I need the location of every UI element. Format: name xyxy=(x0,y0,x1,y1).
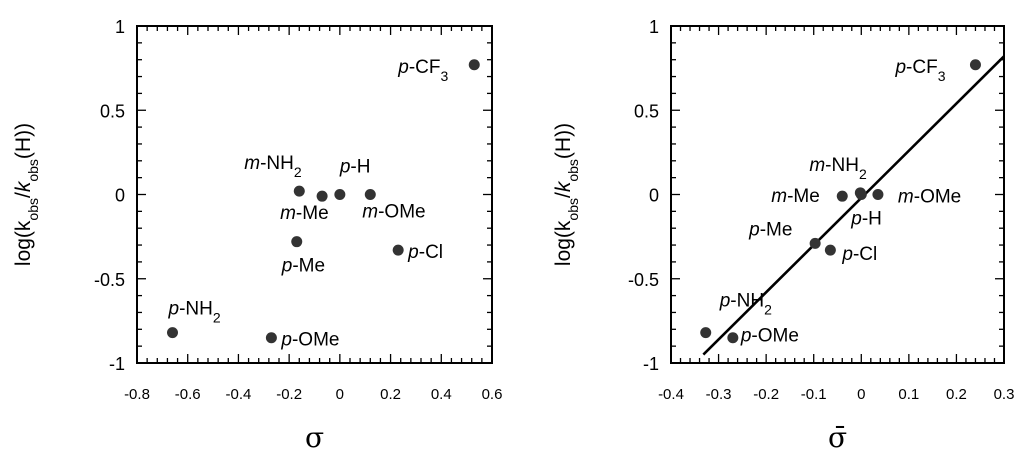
x-axis-title: σ xyxy=(305,421,324,453)
y-tick-label: 1 xyxy=(115,17,125,37)
x-tick-label: -0.2 xyxy=(753,386,779,403)
point-label: p-OMe xyxy=(280,330,339,351)
data-point xyxy=(700,327,712,339)
y-axis-title: log(kobs/kobs(H)) xyxy=(552,123,581,266)
x-tick-label: -0.2 xyxy=(276,386,302,403)
data-point xyxy=(291,236,303,248)
data-point xyxy=(872,189,884,200)
data-point xyxy=(855,189,867,200)
data-point xyxy=(364,189,376,200)
data-point xyxy=(727,332,739,344)
point-label: p-H xyxy=(850,209,882,230)
y-tick-label: -1 xyxy=(643,354,659,374)
x-tick-label: -0.1 xyxy=(801,386,827,403)
chart-panel-1: -0.8 -0.6 -0.4 -0.2 0 0.2 0.4 0.6 -1 -0.5 0 0.5 1 σ lo… xyxy=(12,17,502,453)
y-tick-label: -0.5 xyxy=(628,270,659,290)
point-label: p-Me xyxy=(281,256,325,277)
point-label: p-NH2 xyxy=(168,299,221,326)
x-tick-label: 0 xyxy=(336,386,344,403)
data-point xyxy=(316,190,328,202)
x-tick-label: 0.2 xyxy=(946,386,967,403)
data-point xyxy=(969,59,981,71)
x-tick-label: -0.4 xyxy=(225,386,251,403)
y-tick-label: 1 xyxy=(649,17,659,37)
point-label: p-Cl xyxy=(407,242,443,263)
point-label: p-OMe xyxy=(740,326,799,347)
point-label: m-OMe xyxy=(898,187,961,208)
point-label: p-Me xyxy=(748,219,792,240)
point-label: p-Cl xyxy=(841,244,877,265)
data-point xyxy=(334,189,346,200)
data-point xyxy=(468,59,480,71)
x-tick-label: 0.2 xyxy=(380,386,401,403)
data-point xyxy=(824,244,836,256)
data-point xyxy=(392,244,404,256)
data-point xyxy=(265,332,277,344)
y-tick-label: 0.5 xyxy=(100,101,125,121)
data-point xyxy=(836,190,848,202)
x-tick-label: 0.1 xyxy=(898,386,919,403)
y-tick-label: 0.5 xyxy=(634,101,659,121)
point-label: m-OMe xyxy=(362,202,425,223)
point-label: p-NH2 xyxy=(719,291,772,318)
data-point xyxy=(167,327,178,339)
point-label: m-Me xyxy=(280,203,329,224)
y-tick-label: -1 xyxy=(109,354,125,374)
x-tick-label: -0.8 xyxy=(124,386,150,403)
data-point xyxy=(809,237,821,249)
x-tick-label: 0 xyxy=(857,386,865,403)
x-tick-label: 0.4 xyxy=(431,386,452,403)
x-tick-label: -0.4 xyxy=(658,386,684,403)
chart-panel-2: -0.4 -0.3 -0.2 -0.1 0 0.1 0.2 0.3 -1 -0.5 0 0.5 1 σ̄ l… xyxy=(552,17,1014,453)
x-tick-label: -0.6 xyxy=(175,386,201,403)
y-axis-title: log(kobs/kobs(H)) xyxy=(12,123,41,266)
point-label: m-NH2 xyxy=(809,155,867,182)
x-tick-label: -0.3 xyxy=(706,386,732,403)
y-tick-label: 0 xyxy=(649,186,659,206)
x-tick-label: 0.6 xyxy=(482,386,503,403)
y-tick-label: 0 xyxy=(115,186,125,206)
x-axis-title: σ̄ xyxy=(828,421,847,453)
y-tick-label: -0.5 xyxy=(94,270,125,290)
point-label: p-CF3 xyxy=(397,57,448,84)
point-label: p-H xyxy=(339,157,371,178)
point-label: m-NH2 xyxy=(244,153,302,180)
data-point xyxy=(293,185,305,197)
x-tick-label: 0.3 xyxy=(994,386,1015,403)
point-label: p-CF3 xyxy=(894,57,945,84)
regression-line xyxy=(702,55,1005,356)
point-label: m-Me xyxy=(771,186,820,207)
